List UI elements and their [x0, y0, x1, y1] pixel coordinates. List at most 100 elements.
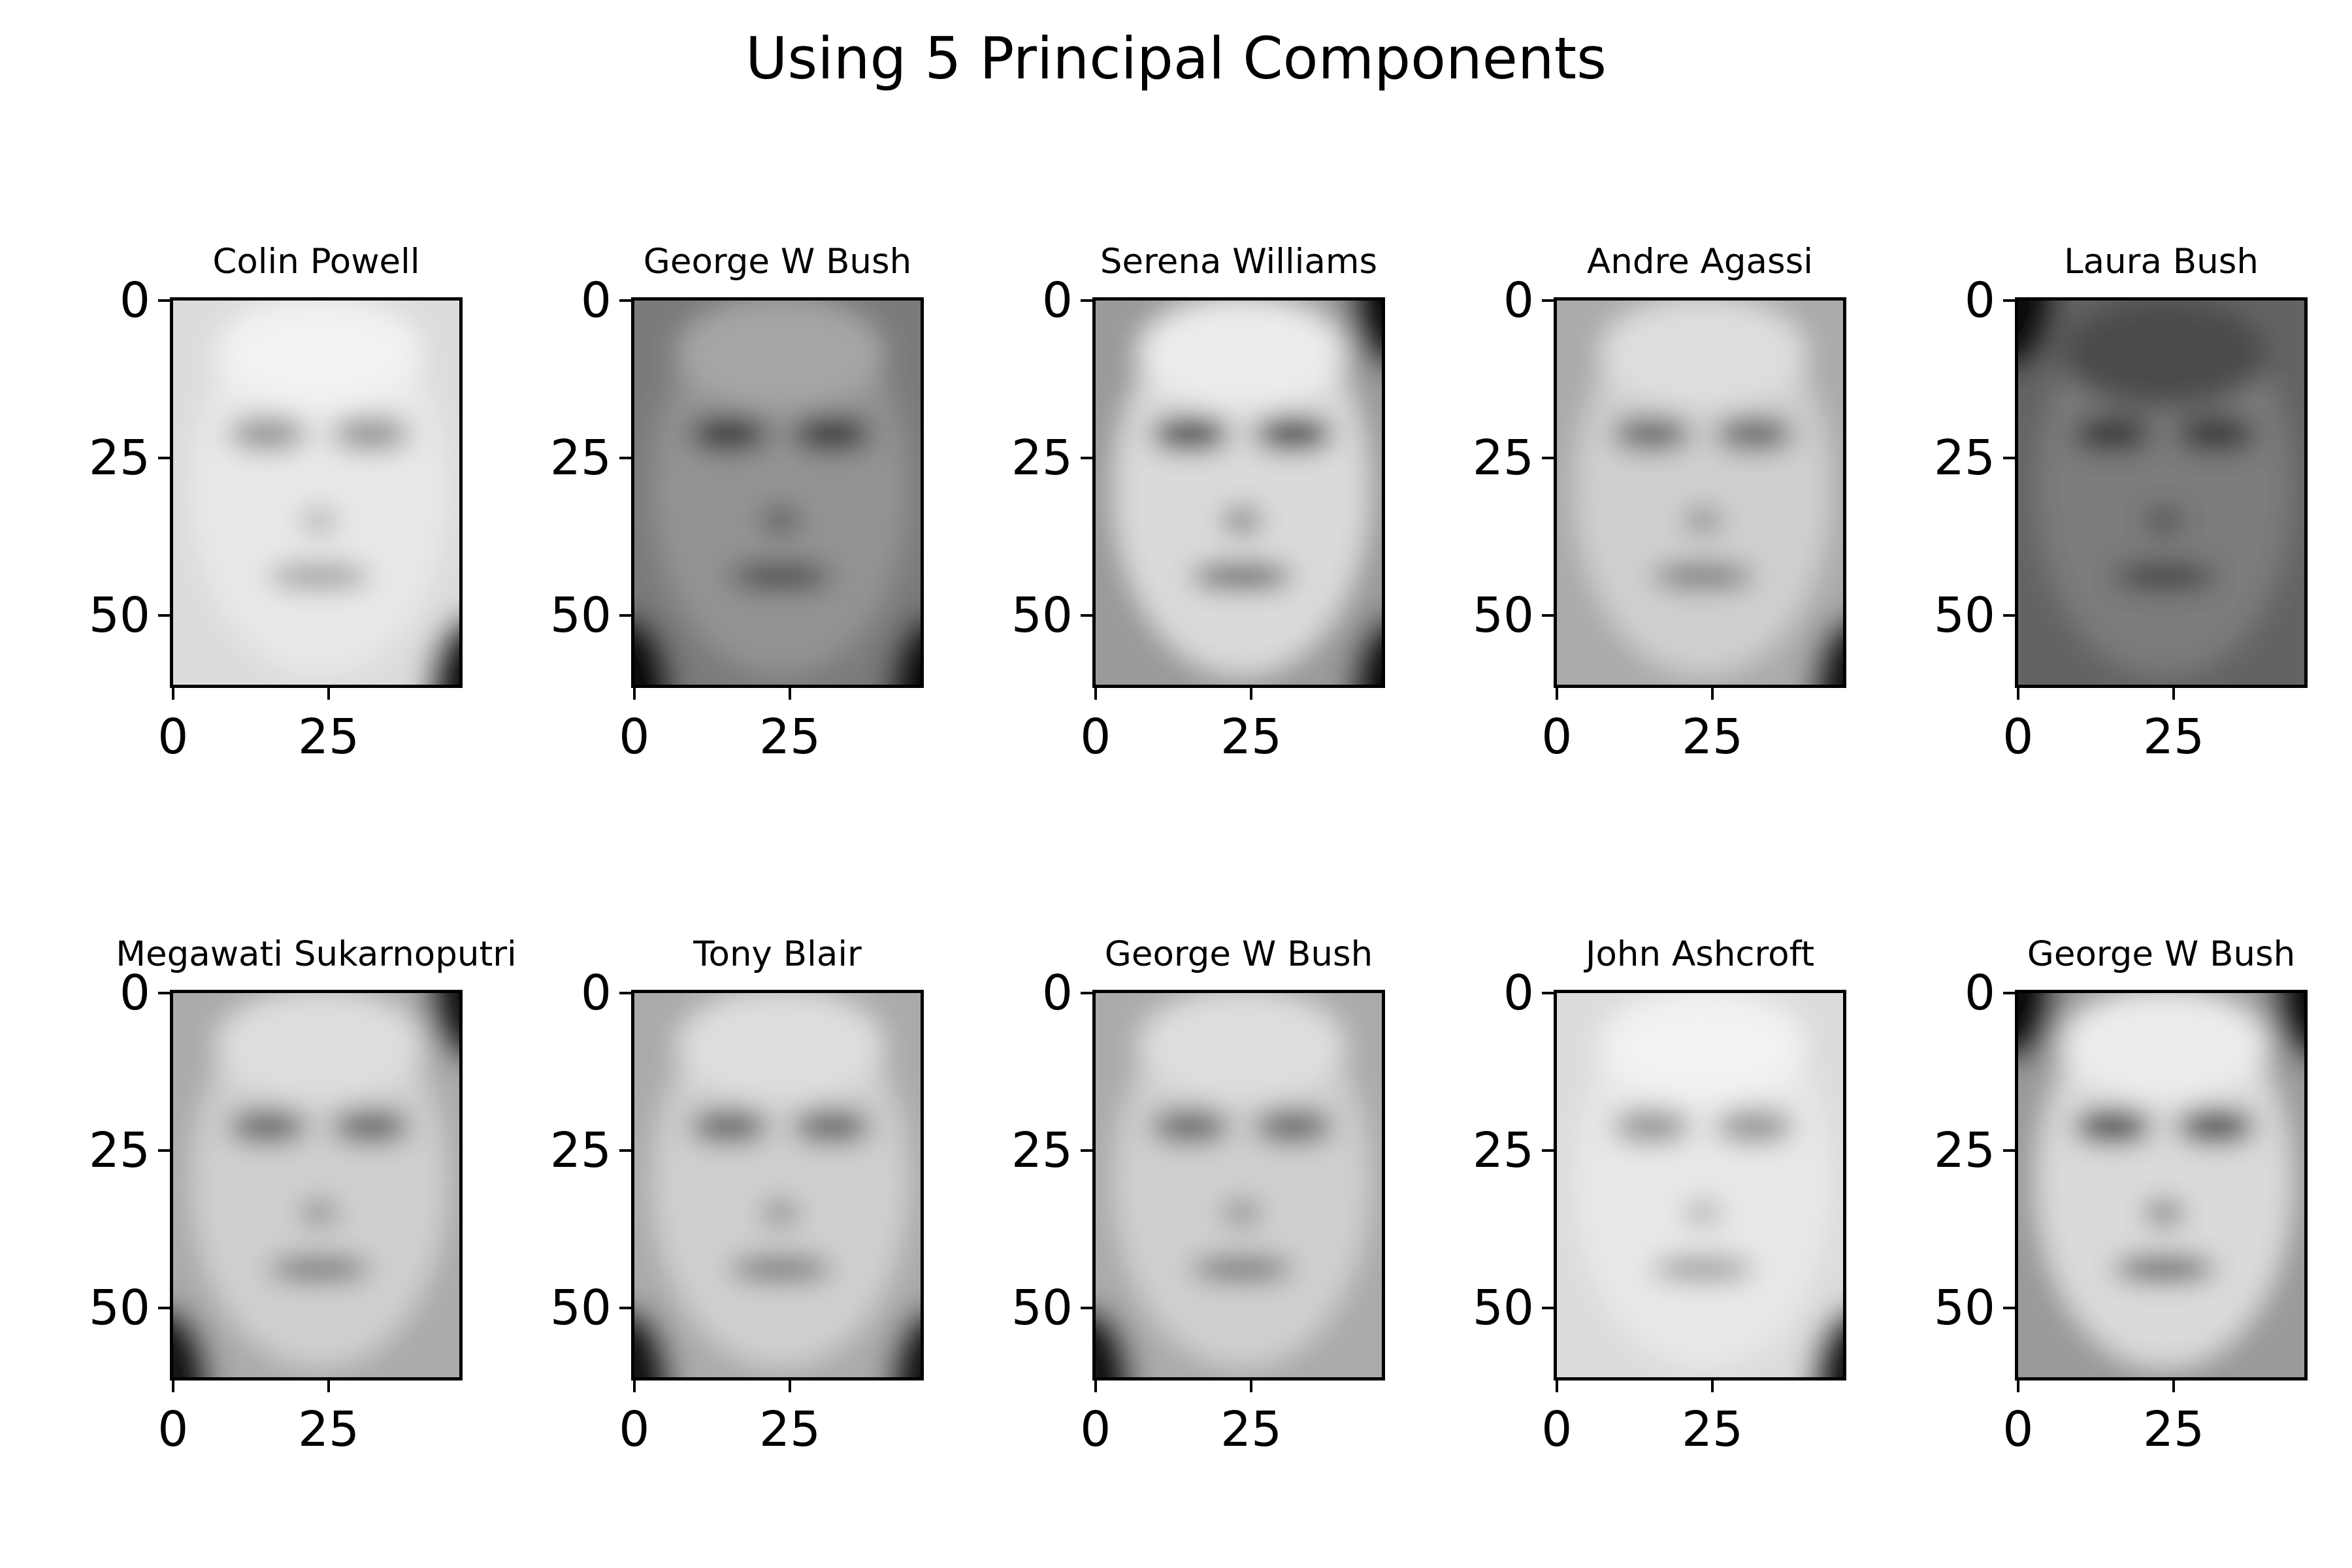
- figure-title: Using 5 Principal Components: [745, 25, 1607, 92]
- forehead-highlight: [216, 301, 423, 409]
- x-tick-label: 0: [2002, 1401, 2034, 1458]
- eigenface-reconstruction: [1096, 301, 1382, 685]
- y-tick-mark: [158, 299, 170, 302]
- eigenface-reconstruction: [1096, 993, 1382, 1377]
- x-tick-label: 25: [297, 1401, 360, 1458]
- forehead-highlight: [1599, 301, 1807, 409]
- forehead-highlight: [2061, 993, 2268, 1102]
- dark-corner-bl: [634, 1307, 674, 1377]
- x-tick-mark: [1250, 688, 1253, 700]
- face-image: [2015, 297, 2308, 688]
- face-image: [170, 297, 463, 688]
- dark-corner-bl: [1096, 1307, 1135, 1377]
- eigenface-reconstruction: [1557, 301, 1843, 685]
- panel-title: Serena Williams: [1100, 242, 1378, 282]
- face-image: [1554, 990, 1846, 1380]
- panel-title: Laura Bush: [2064, 242, 2259, 282]
- y-tick-label: 50: [1472, 1280, 1534, 1337]
- x-tick-label: 25: [759, 1401, 821, 1458]
- y-tick-mark: [2003, 991, 2015, 994]
- y-tick-mark: [158, 991, 170, 994]
- y-tick-label: 50: [88, 587, 150, 644]
- x-tick-mark: [2172, 1380, 2176, 1392]
- mouth-region: [1190, 564, 1294, 588]
- dark-corner-br: [426, 617, 459, 685]
- x-tick-mark: [1711, 1380, 1714, 1392]
- y-tick-label: 25: [1011, 1122, 1073, 1179]
- eigenface-reconstruction: [634, 993, 921, 1377]
- x-tick-mark: [2172, 688, 2176, 700]
- x-tick-mark: [789, 1380, 792, 1392]
- forehead-highlight: [1599, 993, 1807, 1102]
- left-eye-region: [2072, 1110, 2153, 1143]
- x-tick-mark: [1555, 688, 1558, 700]
- x-tick-mark: [171, 688, 174, 700]
- face-image: [1554, 297, 1846, 688]
- y-tick-mark: [619, 1307, 631, 1310]
- y-tick-label: 50: [549, 587, 612, 644]
- x-tick-mark: [1094, 1380, 1097, 1392]
- face-shading: [634, 301, 921, 685]
- y-tick-label: 50: [1011, 1280, 1073, 1337]
- forehead-highlight: [1138, 301, 1346, 409]
- y-tick-mark: [2003, 299, 2015, 302]
- face-image: [631, 297, 924, 688]
- right-eye-region: [2176, 1110, 2256, 1143]
- left-eye-region: [1611, 417, 1691, 450]
- right-eye-region: [331, 1110, 411, 1143]
- y-tick-label: 25: [1933, 1122, 1995, 1179]
- left-eye-region: [1150, 1110, 1230, 1143]
- face-image: [2015, 990, 2308, 1380]
- nose-shadow: [1222, 1201, 1262, 1224]
- right-eye-region: [1254, 417, 1333, 450]
- left-eye-region: [227, 417, 308, 450]
- x-tick-label: 25: [2142, 1401, 2205, 1458]
- y-tick-mark: [1081, 1307, 1092, 1310]
- y-tick-label: 25: [1933, 429, 1995, 486]
- face-image: [1092, 990, 1385, 1380]
- eigenface-reconstruction: [1557, 993, 1843, 1377]
- panel-title: George W Bush: [2027, 934, 2296, 974]
- face-shading: [2018, 301, 2304, 685]
- y-tick-mark: [1542, 1307, 1554, 1310]
- y-tick-label: 50: [88, 1280, 150, 1337]
- x-tick-label: 25: [1220, 1401, 1282, 1458]
- x-tick-mark: [327, 1380, 331, 1392]
- y-tick-mark: [1542, 456, 1554, 459]
- x-tick-label: 0: [619, 709, 650, 765]
- y-tick-mark: [158, 1307, 170, 1310]
- dark-corner-tr: [1348, 301, 1382, 368]
- mouth-region: [267, 564, 371, 588]
- y-tick-mark: [1081, 1149, 1092, 1152]
- x-tick-mark: [789, 688, 792, 700]
- y-tick-label: 50: [1011, 587, 1073, 644]
- right-eye-region: [1715, 417, 1795, 450]
- x-tick-label: 0: [1080, 709, 1111, 765]
- panel-title: Colin Powell: [212, 242, 420, 282]
- face-shading: [2018, 993, 2304, 1377]
- x-tick-label: 25: [297, 709, 360, 765]
- x-tick-mark: [2016, 1380, 2019, 1392]
- eigenface-reconstruction: [173, 993, 459, 1377]
- nose-shadow: [299, 1201, 339, 1224]
- y-tick-label: 0: [1503, 964, 1534, 1021]
- y-tick-label: 0: [1041, 272, 1073, 329]
- y-tick-label: 25: [1472, 1122, 1534, 1179]
- y-tick-label: 0: [119, 964, 150, 1021]
- nose-shadow: [299, 509, 339, 532]
- left-eye-region: [689, 1110, 769, 1143]
- y-tick-mark: [1542, 614, 1554, 617]
- x-tick-label: 0: [1080, 1401, 1111, 1458]
- face-shading: [1557, 301, 1843, 685]
- panel-title: George W Bush: [643, 242, 912, 282]
- y-tick-mark: [619, 1149, 631, 1152]
- panel-title: John Ashcroft: [1585, 934, 1815, 974]
- y-tick-mark: [619, 456, 631, 459]
- nose-shadow: [2144, 1201, 2184, 1224]
- mouth-region: [2112, 1257, 2216, 1281]
- face-shading: [1557, 993, 1843, 1377]
- panel-title: Megawati Sukarnoputri: [116, 934, 517, 974]
- x-tick-label: 0: [1541, 709, 1573, 765]
- x-tick-mark: [327, 688, 331, 700]
- face-image: [1092, 297, 1385, 688]
